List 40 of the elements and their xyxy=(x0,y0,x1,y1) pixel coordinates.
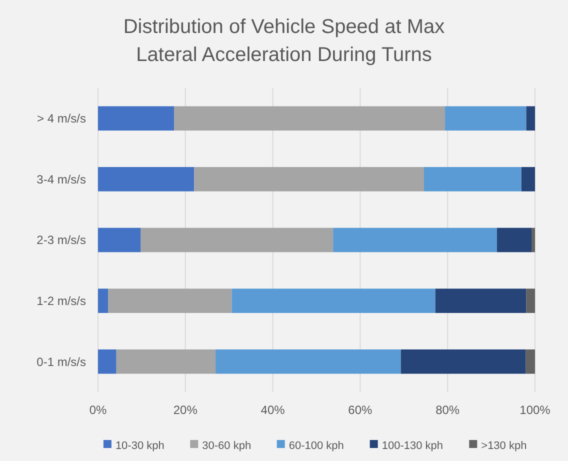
y-tick-label: > 4 m/s/s xyxy=(36,112,86,126)
bar xyxy=(98,349,116,374)
y-tick-label: 3-4 m/s/s xyxy=(36,172,86,186)
y-tick-label: 1-2 m/s/s xyxy=(36,294,86,308)
legend-label: 30-60 kph xyxy=(202,440,252,452)
x-tick-label: 0% xyxy=(89,403,107,417)
x-tick-label: 60% xyxy=(348,403,373,417)
bar xyxy=(194,167,424,192)
bar xyxy=(98,167,194,192)
bar xyxy=(108,288,232,313)
bar xyxy=(98,288,108,313)
legend-label: 10-30 kph xyxy=(115,440,164,452)
bar xyxy=(333,228,497,252)
bar xyxy=(424,167,522,192)
y-tick-label: 2-3 m/s/s xyxy=(36,233,86,248)
chart-title: Distribution of Vehicle Speed at Max Lateral Acceleration During Turns xyxy=(123,16,445,66)
bar xyxy=(174,106,445,131)
bar xyxy=(526,288,535,313)
bar xyxy=(444,106,526,131)
bar xyxy=(98,228,141,252)
legend-label: 100-130 kph xyxy=(382,440,444,452)
bar xyxy=(140,228,334,252)
bar xyxy=(400,349,526,374)
bar xyxy=(216,349,401,374)
y-tick-label: 0-1 m/s/s xyxy=(36,354,86,369)
x-tick-label: 40% xyxy=(260,403,286,417)
bar xyxy=(526,349,535,374)
bar xyxy=(521,167,535,192)
bar xyxy=(232,288,436,313)
x-tick-label: 80% xyxy=(436,403,460,417)
bar xyxy=(532,228,535,252)
bar xyxy=(526,106,535,131)
bar xyxy=(496,228,532,252)
legend-label: >130 kph xyxy=(481,440,527,452)
bar xyxy=(116,349,216,374)
legend-label: 60-100 kph xyxy=(288,440,344,452)
x-tick-label: 100% xyxy=(520,403,551,417)
x-tick-label: 20% xyxy=(173,403,198,417)
bar xyxy=(98,106,174,131)
bar xyxy=(435,288,526,313)
